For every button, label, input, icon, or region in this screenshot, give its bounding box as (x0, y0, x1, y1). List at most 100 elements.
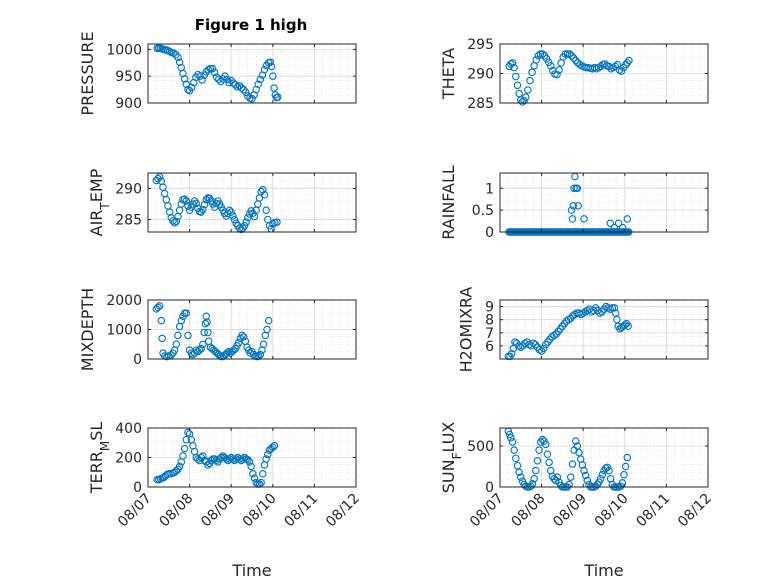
data-point (235, 82, 244, 90)
axes-frame (499, 172, 709, 233)
panel-4: 0 0.5 1 RAINFALL (439, 165, 709, 241)
y-axis-label: PRESSURE (78, 31, 97, 115)
data-point (196, 72, 204, 80)
data-point (199, 452, 207, 460)
data-point (170, 49, 178, 57)
data-point (573, 184, 582, 193)
data-point (217, 453, 225, 462)
data-point (172, 340, 181, 348)
figure-title: Figure 1 high (195, 16, 308, 34)
data-point (260, 65, 269, 74)
data-point (184, 331, 192, 340)
axes-frame (499, 427, 709, 488)
data-point (625, 56, 633, 65)
data-point (239, 333, 248, 341)
y-axis-label: SUNFLUX (439, 422, 464, 494)
data-point (242, 218, 250, 226)
data-point (259, 469, 267, 478)
data-point (155, 172, 164, 181)
data-point (259, 340, 268, 348)
y-tick-label: 285 (467, 96, 494, 112)
data-point (210, 68, 219, 77)
y-tick-label: 0 (485, 225, 494, 241)
y-axis-label: MIXDEPTH (78, 288, 97, 371)
data-point (169, 217, 177, 225)
data-point (203, 318, 211, 326)
data-point (175, 462, 184, 471)
data-point (566, 473, 575, 481)
data-point (270, 441, 279, 450)
data-point (240, 222, 249, 230)
data-point (565, 50, 574, 58)
data-point (508, 438, 517, 446)
y-tick-label: 2000 (106, 293, 142, 309)
data-point (581, 471, 590, 480)
data-point (511, 338, 519, 346)
data-point (608, 304, 617, 312)
data-point (580, 466, 588, 475)
data-point (231, 81, 240, 89)
data-point (202, 195, 210, 204)
data-point (512, 72, 520, 81)
data-point (526, 76, 534, 85)
y-axis-label: AIRTEMP (87, 168, 112, 236)
data-point (158, 334, 166, 343)
data-point (248, 94, 256, 103)
data-point (618, 479, 627, 487)
data-point (200, 328, 208, 337)
data-point (574, 202, 582, 210)
data-point (174, 331, 182, 340)
y-tick-label: 400 (115, 421, 142, 437)
data-point (262, 206, 270, 215)
data-point (571, 56, 580, 65)
data-point (624, 322, 632, 330)
data-point (567, 206, 576, 214)
y-axis-label: TERRMSL (87, 422, 112, 495)
data-point (508, 59, 517, 67)
data-point (543, 450, 552, 458)
y-tick-label: 285 (115, 213, 142, 229)
data-point (555, 66, 563, 74)
data-point (180, 444, 189, 453)
data-point (618, 223, 627, 232)
y-tick-label: 7 (485, 326, 494, 342)
data-point (568, 215, 577, 223)
data-point (583, 476, 592, 485)
y-axis-label: RAINFALL (439, 165, 458, 240)
data-point (200, 200, 209, 209)
data-point (535, 446, 543, 454)
data-point (184, 428, 192, 437)
data-point (269, 72, 277, 80)
data-point (259, 186, 267, 194)
data-point (237, 84, 246, 92)
y-tick-label: 500 (467, 439, 494, 455)
y-tick-label: 200 (115, 451, 142, 467)
data-point (580, 215, 588, 223)
axes-frame (147, 172, 357, 233)
data-point (197, 344, 205, 353)
data-point (539, 344, 548, 353)
y-tick-label: 295 (467, 37, 494, 53)
panel-5: 0 1000 2000 MIXDEPTH (78, 288, 357, 371)
y-tick-label: 290 (467, 67, 494, 83)
data-point (244, 455, 252, 464)
data-point (199, 340, 207, 348)
data-point (532, 466, 540, 475)
data-point (610, 223, 619, 232)
data-point (567, 52, 576, 60)
data-point (229, 79, 238, 87)
data-point (204, 328, 212, 337)
data-point (532, 56, 540, 64)
data-point (542, 440, 550, 449)
data-point (601, 60, 609, 68)
y-tick-label: 290 (115, 182, 142, 198)
data-point (569, 54, 578, 62)
data-point (553, 70, 561, 79)
data-point (195, 346, 204, 354)
data-point (530, 475, 538, 483)
data-point (262, 455, 270, 463)
data-point (227, 208, 235, 216)
data-point (229, 212, 237, 220)
y-tick-label: 1000 (106, 323, 142, 339)
